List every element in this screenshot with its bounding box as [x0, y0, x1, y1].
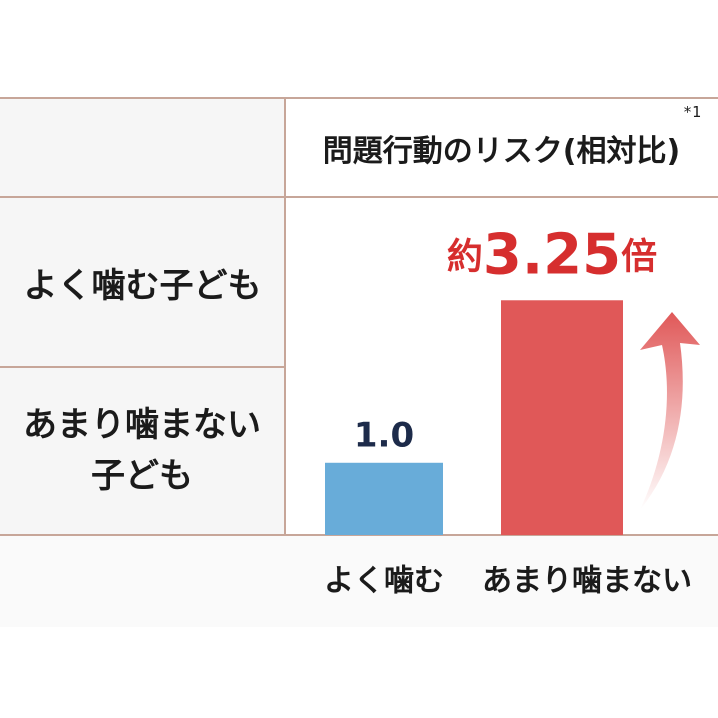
bar [325, 462, 443, 535]
x-tick-label: よく噛む [324, 564, 444, 599]
bar [501, 300, 623, 535]
value-label: 1.0 [354, 415, 414, 455]
row-label: よく噛む子ども [23, 265, 262, 306]
value-label: 約3.25倍 [447, 222, 657, 287]
header: 問題行動のリスク(相対比) [322, 133, 681, 169]
row-label: あまり噛まない子ども [23, 405, 261, 496]
arrow [640, 312, 700, 510]
footer-bg [0, 535, 718, 627]
x-tick-label: あまり噛まない [482, 564, 692, 599]
row-header-bg [0, 98, 285, 535]
footnote: *1 [682, 103, 702, 121]
